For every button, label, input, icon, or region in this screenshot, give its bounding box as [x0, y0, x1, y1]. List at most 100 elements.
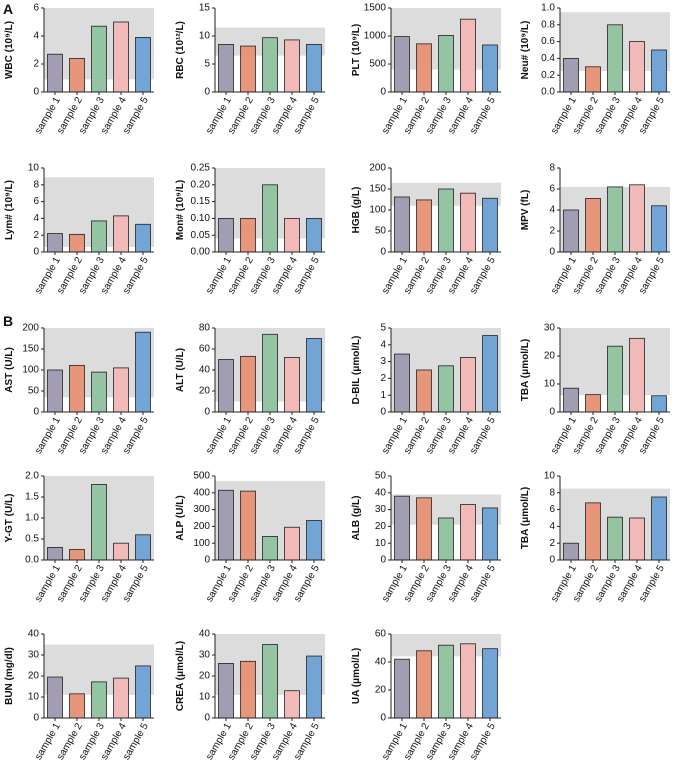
y-tick-label: 10 — [375, 538, 387, 549]
bar — [113, 367, 129, 413]
bar — [135, 37, 151, 93]
y-tick-label: 40 — [375, 487, 387, 498]
y-tick-label: 5 — [380, 323, 386, 334]
y-tick-label: 60 — [375, 629, 387, 640]
bar — [240, 490, 256, 561]
y-axis-label: ALT (U/L) — [175, 348, 186, 392]
bar — [585, 394, 601, 413]
bar — [69, 233, 85, 253]
y-tick-label: 1.0 — [25, 513, 39, 524]
y-tick-label: 40 — [28, 629, 40, 640]
bar — [629, 184, 645, 253]
y-tick-label: 50 — [375, 471, 387, 482]
bar — [69, 693, 85, 719]
bar — [218, 217, 234, 253]
bar — [416, 497, 432, 561]
bar — [585, 502, 601, 561]
bar — [262, 184, 278, 253]
bar — [438, 644, 454, 719]
bar — [135, 534, 151, 561]
y-tick-label: 200 — [22, 323, 39, 334]
y-tick-label: 0 — [33, 247, 39, 258]
bar — [218, 663, 234, 719]
y-tick-label: 20 — [544, 351, 556, 362]
y-tick-label: 0.00 — [191, 247, 211, 258]
y-tick-label: 500 — [369, 59, 386, 70]
bar — [629, 41, 645, 93]
y-axis-label: D-BIL (μmol/L) — [351, 336, 362, 405]
y-tick-label: 0 — [33, 713, 39, 724]
bar — [629, 517, 645, 561]
bar — [306, 217, 322, 253]
bar — [113, 21, 129, 93]
y-tick-label: 4 — [33, 213, 39, 224]
y-tick-label: 400 — [193, 487, 210, 498]
y-tick-label: 0.05 — [191, 230, 211, 241]
y-tick-label: 0.0 — [541, 87, 555, 98]
y-axis-label: BUN (mg/dl) — [4, 647, 15, 705]
bar — [135, 665, 151, 719]
bar — [482, 335, 498, 413]
y-tick-label: 30 — [199, 650, 211, 661]
bar — [91, 220, 107, 253]
y-axis-label: ALB (g/L) — [351, 496, 362, 541]
y-tick-label: 0 — [380, 555, 386, 566]
bar — [91, 25, 107, 93]
y-tick-label: 300 — [193, 504, 210, 515]
bar — [482, 648, 498, 719]
bar — [113, 215, 129, 253]
y-tick-label: 0 — [380, 713, 386, 724]
y-tick-label: 4 — [549, 521, 555, 532]
y-tick-label: 0 — [33, 407, 39, 418]
y-axis-label: Neu# (10⁹/L) — [520, 21, 531, 80]
y-tick-label: 0.5 — [25, 534, 39, 545]
bar — [416, 650, 432, 719]
y-tick-label: 2 — [549, 538, 555, 549]
y-tick-label: 0.20 — [191, 179, 211, 190]
y-axis-label: AST (U/L) — [4, 347, 15, 393]
y-tick-label: 0 — [549, 247, 555, 258]
bar — [563, 209, 579, 253]
bar — [438, 365, 454, 413]
y-tick-label: 0.4 — [541, 53, 555, 64]
bar — [218, 489, 234, 561]
y-tick-label: 1.5 — [25, 492, 39, 503]
y-tick-label: 0 — [549, 555, 555, 566]
y-tick-label: 15 — [199, 3, 211, 14]
bar — [416, 199, 432, 253]
bar — [91, 483, 107, 561]
y-tick-label: 20 — [28, 671, 40, 682]
y-tick-label: 40 — [199, 629, 211, 640]
y-tick-label: 30 — [375, 504, 387, 515]
y-tick-label: 4 — [33, 31, 39, 42]
y-tick-label: 6 — [33, 3, 39, 14]
y-axis-label: Lym# (10⁹/L) — [4, 180, 15, 240]
bar — [69, 364, 85, 413]
bar — [306, 338, 322, 413]
bar — [394, 36, 410, 93]
bar — [651, 205, 667, 253]
y-tick-label: 60 — [199, 344, 211, 355]
y-tick-label: 6 — [33, 196, 39, 207]
y-axis-label: RBC (10¹²/L) — [175, 21, 186, 79]
y-axis-label: CREA (μmol/L) — [175, 641, 186, 711]
y-tick-label: 8 — [549, 487, 555, 498]
bar — [585, 66, 601, 93]
bar — [482, 507, 498, 561]
y-tick-label: 2.0 — [25, 471, 39, 482]
panel-label: A — [3, 1, 13, 17]
y-tick-label: 150 — [22, 344, 39, 355]
bar — [460, 192, 476, 253]
y-tick-label: 1500 — [364, 3, 387, 14]
bar — [135, 331, 151, 413]
y-tick-label: 5 — [204, 59, 210, 70]
y-axis-label: MPV (fL) — [520, 190, 531, 231]
